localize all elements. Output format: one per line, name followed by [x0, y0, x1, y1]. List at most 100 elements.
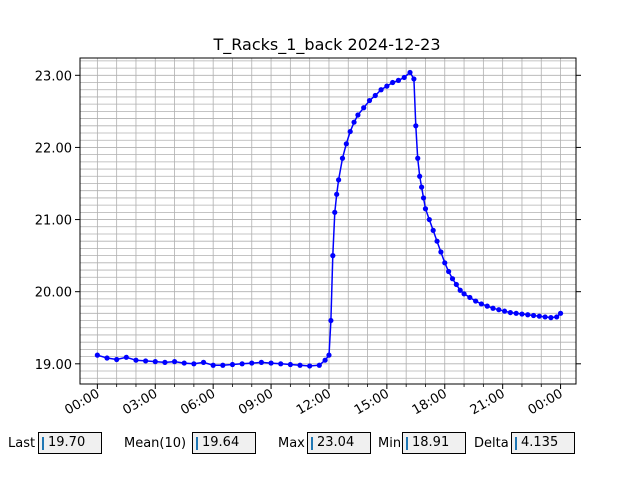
text-cursor [311, 437, 313, 450]
data-point [419, 184, 425, 190]
stat-delta-value: 4.135 [521, 435, 559, 450]
data-point [415, 155, 421, 161]
data-point [390, 79, 396, 86]
data-point [307, 363, 313, 369]
text-cursor [515, 437, 517, 450]
data-point [339, 155, 346, 161]
data-point [287, 361, 293, 368]
data-point [519, 311, 525, 317]
data-point [430, 227, 436, 233]
data-point [336, 177, 342, 183]
stat-mean-label: Mean(10) [124, 436, 187, 451]
data-point [542, 314, 548, 320]
data-point [467, 294, 473, 301]
data-point [384, 83, 390, 89]
data-point [490, 305, 496, 311]
data-point [484, 303, 490, 309]
data-point [171, 359, 178, 365]
data-point [200, 359, 207, 365]
series-layer [94, 69, 564, 369]
stat-min-label: Min [378, 436, 402, 451]
data-point [297, 362, 303, 368]
data-point [114, 356, 120, 363]
data-point [181, 360, 187, 366]
data-point [525, 312, 531, 318]
x-tick-label: 03:00 [120, 386, 160, 418]
data-point [366, 97, 373, 104]
data-point [351, 119, 357, 125]
stat-max-label: Max [278, 436, 305, 451]
data-point [104, 355, 110, 361]
data-point [152, 359, 158, 365]
data-point [355, 112, 361, 118]
y-tick-label: 19.00 [35, 358, 72, 373]
data-point [334, 191, 340, 197]
y-tick-label: 22.00 [35, 141, 72, 156]
stat-last-field[interactable]: 19.70 [38, 432, 102, 454]
x-tick-label: 06:00 [178, 386, 218, 418]
data-point [438, 249, 444, 255]
data-point [530, 312, 537, 319]
data-point [162, 359, 168, 365]
data-point [536, 313, 542, 319]
data-point [372, 92, 378, 99]
data-point [434, 238, 440, 244]
chart-title: T_Racks_1_back 2024-12-23 [212, 35, 440, 55]
temperature-chart: T_Racks_1_back 2024-12-23 00:00 03:00 06:0… [35, 35, 581, 418]
stat-mean-value: 19.64 [202, 435, 240, 450]
data-point [191, 361, 197, 367]
stat-last-label: Last [8, 436, 36, 451]
stat-min-field[interactable]: 18.91 [402, 432, 466, 454]
data-point [347, 128, 353, 135]
stat-max-value: 23.04 [317, 435, 355, 450]
data-point [507, 309, 513, 316]
data-point [422, 206, 429, 212]
x-tick-label: 00:00 [526, 386, 566, 418]
stat-min-value: 18.91 [412, 435, 450, 450]
text-cursor [196, 437, 198, 450]
x-tick-label: 18:00 [410, 386, 450, 418]
data-point [420, 195, 427, 201]
data-point [496, 307, 502, 313]
stat-delta-field[interactable]: 4.135 [511, 432, 575, 454]
data-point [554, 314, 560, 320]
grid [80, 58, 576, 384]
data-point [343, 141, 349, 147]
stat-last-value: 19.70 [48, 435, 86, 450]
stat-delta-label: Delta [474, 436, 509, 451]
data-point [449, 276, 456, 282]
data-point [330, 253, 336, 259]
x-tick-label: 15:00 [352, 386, 392, 418]
data-point [326, 352, 332, 358]
data-point [249, 360, 255, 366]
data-point [229, 361, 236, 368]
data-point [239, 361, 245, 367]
data-point [316, 362, 322, 368]
stat-mean-field[interactable]: 19.64 [192, 432, 256, 454]
y-tick-label: 20.00 [35, 286, 72, 301]
data-point [473, 298, 479, 304]
data-point [401, 74, 407, 81]
data-point [446, 268, 452, 275]
x-tick-label: 12:00 [294, 386, 334, 418]
data-point [133, 357, 139, 363]
stat-max-field[interactable]: 23.04 [307, 432, 371, 454]
data-point [548, 315, 554, 321]
data-point [361, 105, 367, 111]
y-tick-label: 21.00 [35, 214, 72, 229]
data-point [143, 358, 149, 364]
data-point [513, 310, 519, 316]
data-point [426, 216, 432, 223]
data-point [220, 362, 226, 368]
x-tick-label: 21:00 [468, 386, 508, 418]
data-point [258, 359, 265, 365]
text-cursor [406, 437, 408, 450]
x-tick-label: 09:00 [236, 386, 276, 418]
data-point [442, 260, 448, 266]
y-tick-label: 23.00 [35, 69, 72, 84]
data-point [278, 361, 284, 367]
plot-frame [79, 57, 577, 385]
data-point [94, 352, 100, 358]
data-point [417, 173, 423, 179]
text-cursor [42, 437, 44, 450]
